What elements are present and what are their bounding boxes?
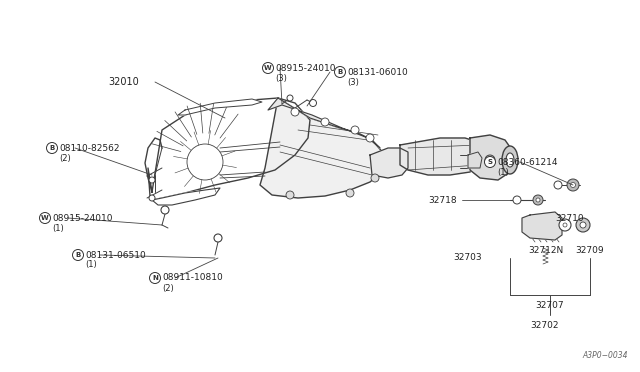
Polygon shape	[148, 98, 310, 200]
Text: (2): (2)	[59, 154, 71, 163]
Circle shape	[150, 273, 161, 283]
Text: W: W	[264, 65, 272, 71]
Text: (1): (1)	[52, 224, 64, 232]
Text: 32702: 32702	[530, 321, 559, 330]
Text: 32010: 32010	[108, 77, 139, 87]
Circle shape	[485, 155, 495, 165]
Circle shape	[72, 250, 83, 260]
Polygon shape	[152, 188, 220, 205]
Text: 08915-24010: 08915-24010	[52, 214, 113, 222]
Circle shape	[567, 179, 579, 191]
Circle shape	[40, 212, 51, 224]
Text: (2): (2)	[162, 283, 173, 292]
Circle shape	[310, 99, 317, 106]
Text: 32718: 32718	[428, 196, 456, 205]
Text: 08131-06010: 08131-06010	[347, 67, 408, 77]
Text: 32710: 32710	[555, 214, 584, 222]
Polygon shape	[468, 152, 482, 168]
Text: 32709: 32709	[575, 246, 604, 254]
Text: 32703: 32703	[453, 253, 482, 263]
Text: B: B	[337, 69, 342, 75]
Circle shape	[484, 157, 495, 167]
Text: 08110-82562: 08110-82562	[59, 144, 120, 153]
Text: 32712N: 32712N	[528, 246, 563, 254]
Circle shape	[554, 181, 562, 189]
Polygon shape	[178, 99, 262, 115]
Circle shape	[570, 183, 575, 187]
Circle shape	[533, 195, 543, 205]
Text: 08915-24010: 08915-24010	[275, 64, 335, 73]
Circle shape	[287, 95, 293, 101]
Circle shape	[563, 223, 567, 227]
Circle shape	[346, 189, 354, 197]
Text: (1): (1)	[497, 167, 509, 176]
Text: N: N	[152, 275, 158, 281]
Polygon shape	[522, 212, 562, 240]
Text: 08911-10810: 08911-10810	[162, 273, 223, 282]
Circle shape	[536, 198, 540, 202]
Circle shape	[559, 219, 571, 231]
Circle shape	[321, 118, 329, 126]
Circle shape	[351, 126, 359, 134]
Text: 08360-61214: 08360-61214	[497, 157, 557, 167]
Ellipse shape	[502, 146, 518, 174]
Text: S: S	[488, 159, 493, 165]
Circle shape	[488, 157, 493, 163]
Text: (3): (3)	[275, 74, 287, 83]
Circle shape	[335, 67, 346, 77]
Text: 32707: 32707	[535, 301, 564, 310]
Polygon shape	[370, 148, 408, 178]
Circle shape	[286, 191, 294, 199]
Circle shape	[291, 108, 299, 116]
Polygon shape	[268, 98, 380, 148]
Circle shape	[47, 142, 58, 154]
Circle shape	[580, 222, 586, 228]
Text: 08131-06510: 08131-06510	[85, 250, 146, 260]
Circle shape	[371, 174, 379, 182]
Circle shape	[214, 234, 222, 242]
Circle shape	[161, 206, 169, 214]
Text: (1): (1)	[85, 260, 97, 269]
Text: W: W	[41, 215, 49, 221]
Circle shape	[366, 134, 374, 142]
Polygon shape	[470, 135, 512, 180]
Text: (3): (3)	[347, 77, 359, 87]
Text: B: B	[49, 145, 54, 151]
Polygon shape	[260, 98, 385, 198]
Circle shape	[576, 218, 590, 232]
Polygon shape	[400, 138, 478, 175]
Circle shape	[149, 195, 155, 201]
Circle shape	[149, 177, 155, 183]
Circle shape	[262, 62, 273, 74]
Text: A3P0−0034: A3P0−0034	[582, 351, 628, 360]
Circle shape	[187, 144, 223, 180]
Circle shape	[513, 196, 521, 204]
Ellipse shape	[506, 153, 514, 167]
Text: B: B	[76, 252, 81, 258]
